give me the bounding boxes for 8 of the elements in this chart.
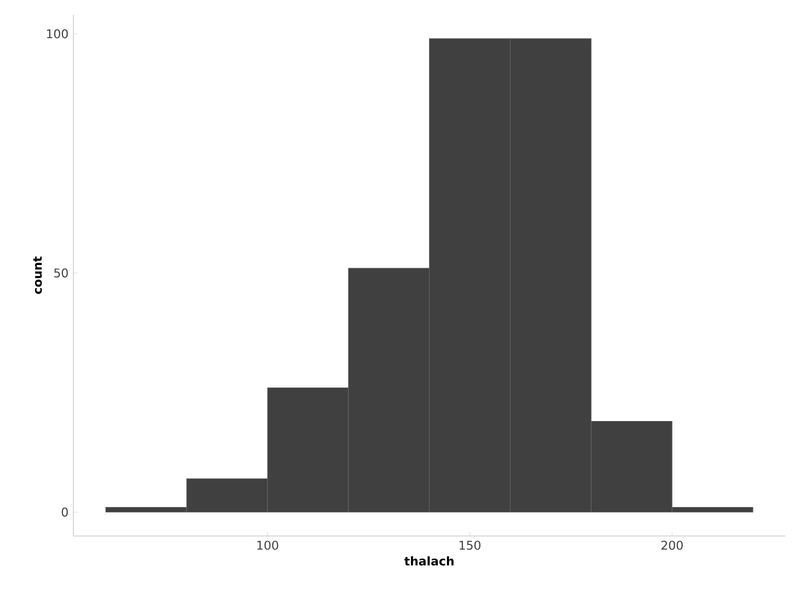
x-tick-label: 150 (460, 540, 480, 550)
y-axis-title: count (33, 256, 42, 294)
x-axis-title: thalach (404, 556, 454, 566)
x-tick-label: 200 (661, 540, 683, 550)
y-tick-label: 50 (54, 268, 68, 278)
y-tick-label: 100 (47, 29, 68, 38)
y-tick-label: 0 (62, 508, 68, 517)
x-tick-label: 100 (257, 540, 278, 550)
